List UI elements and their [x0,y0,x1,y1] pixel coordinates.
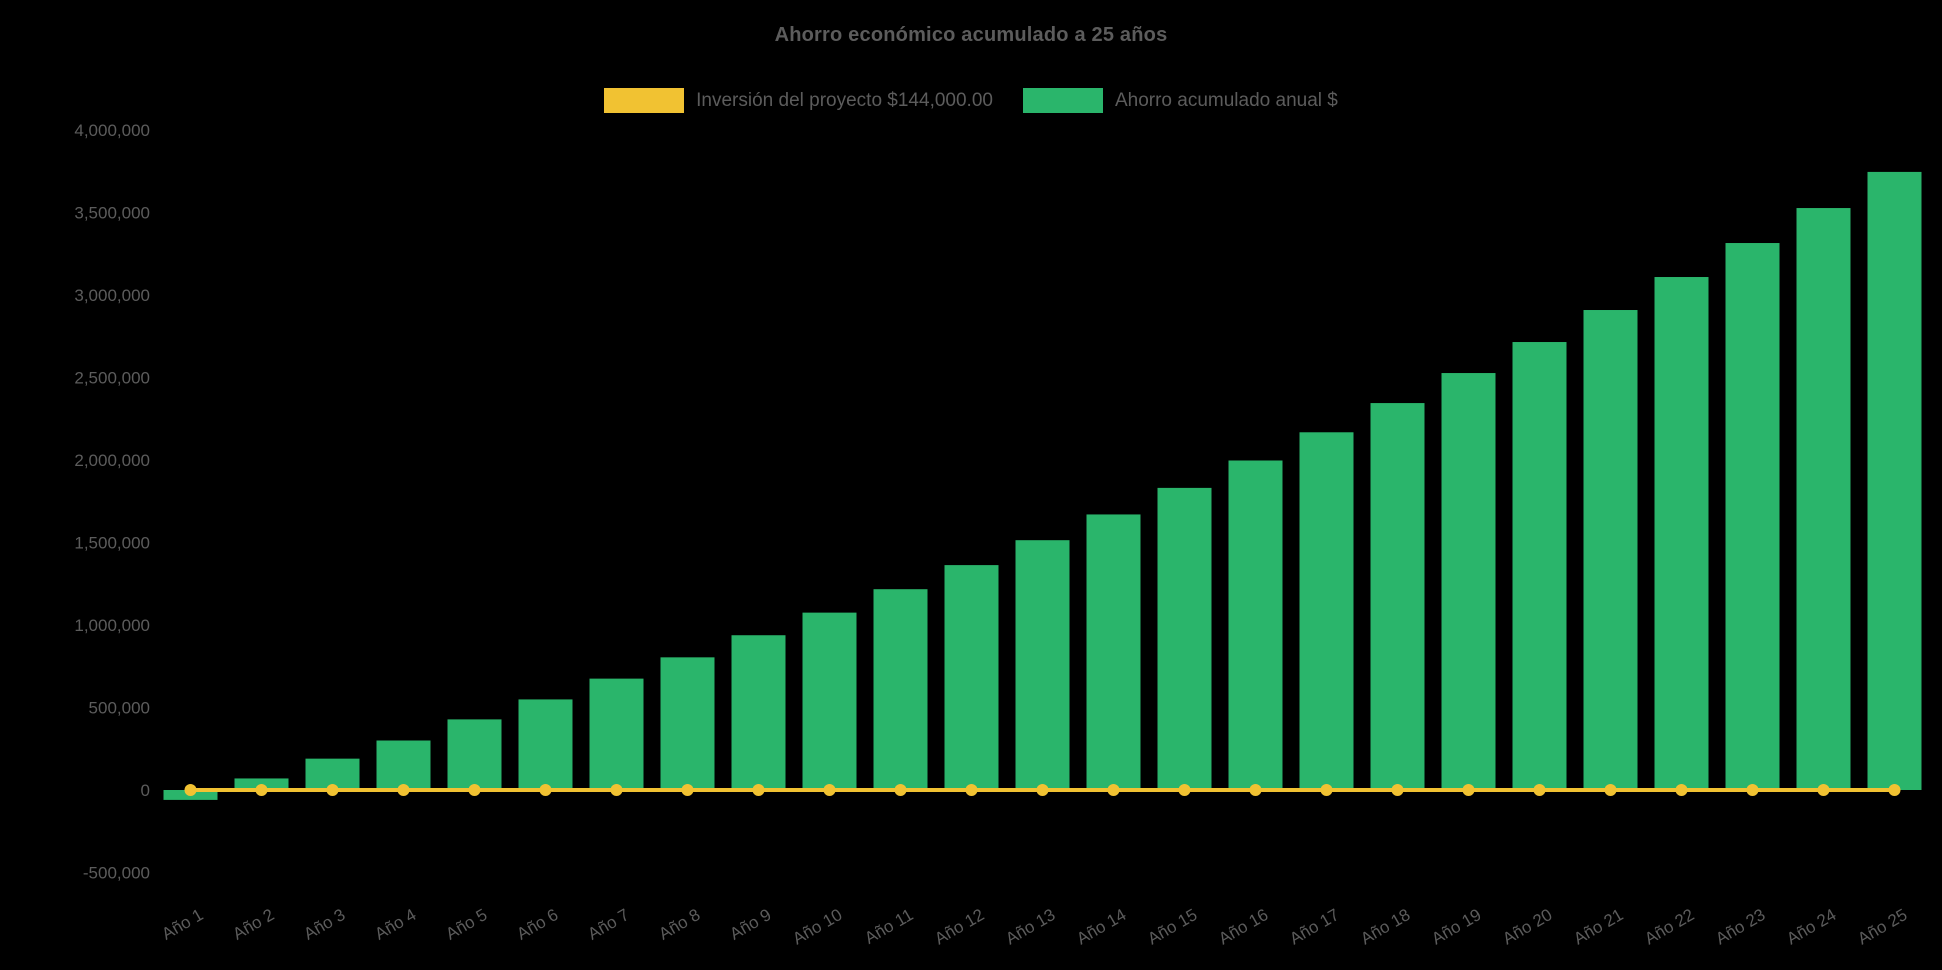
x-tick-label: Año 19 [1428,905,1484,948]
line-point [1462,784,1475,796]
legend-label-investment: Inversión del proyecto $144,000.00 [696,89,993,111]
line-point [1391,784,1404,796]
investment-line-series [184,784,1901,796]
y-tick-label: 2,500,000 [74,369,150,388]
line-point [1036,784,1049,796]
x-tick-label: Año 21 [1570,905,1626,948]
x-tick-label: Año 22 [1641,905,1697,948]
y-tick-label: 2,000,000 [74,451,150,470]
bar-año-5 [447,719,502,790]
line-point [326,784,339,796]
chart-legend: Inversión del proyecto $144,000.00 Ahorr… [0,88,1942,113]
x-tick-label: Año 15 [1144,905,1200,948]
x-tick-label: Año 13 [1002,905,1058,948]
x-tick-label: Año 3 [301,905,349,944]
bar-año-16 [1228,460,1283,790]
bar-año-22 [1654,277,1709,790]
legend-item-investment[interactable]: Inversión del proyecto $144,000.00 [604,88,993,113]
x-tick-label: Año 7 [585,905,633,944]
line-point [681,784,694,796]
x-tick-label: Año 4 [372,905,420,944]
line-point [1817,784,1830,796]
x-axis-labels: Año 1 Año 2 Año 3 Año 4 Año 5 Año 6 Año 7 Año 8… [159,905,1911,948]
bar-año-21 [1583,310,1638,790]
line-point [397,784,410,796]
y-tick-label: 3,000,000 [74,286,150,305]
line-point [1533,784,1546,796]
legend-label-savings: Ahorro acumulado anual $ [1114,89,1338,111]
x-tick-label: Año 17 [1286,905,1342,948]
x-tick-label: Año 11 [861,905,916,948]
bar-año-13 [1015,540,1070,790]
bar-año-12 [944,565,999,790]
y-tick-label: 1,000,000 [74,616,150,635]
x-tick-label: Año 24 [1783,905,1839,948]
bar-año-9 [731,635,786,790]
x-tick-label: Año 14 [1073,905,1129,948]
x-tick-label: Año 1 [159,905,207,944]
y-tick-label: 4,000,000 [74,121,150,140]
bar-año-6 [518,699,573,790]
bar-año-14 [1086,514,1141,790]
line-point [752,784,765,796]
x-tick-label: Año 10 [789,905,845,948]
x-tick-label: Año 23 [1712,905,1768,948]
bar-año-19 [1441,373,1496,790]
bar-año-23 [1725,243,1780,790]
legend-swatch-savings [1022,88,1103,113]
line-point [468,784,481,796]
x-tick-label: Año 16 [1215,905,1271,948]
y-tick-label: 0 [141,781,150,800]
line-point [539,784,552,796]
bar-año-4 [376,740,431,790]
line-point [1675,784,1688,796]
line-point [965,784,978,796]
bars-series [163,171,1922,800]
line-point [823,784,836,796]
line-point [1178,784,1191,796]
line-point [255,784,268,796]
legend-swatch-investment [604,88,685,113]
y-tick-label: 1,500,000 [74,534,150,553]
line-point [1320,784,1333,796]
line-point [610,784,623,796]
y-tick-label: 3,500,000 [74,204,150,223]
legend-item-savings[interactable]: Ahorro acumulado anual $ [1022,88,1338,113]
bar-año-24 [1796,208,1851,791]
bar-año-25 [1867,171,1922,790]
bar-año-7 [589,678,644,790]
chart-title: Ahorro económico acumulado a 25 años [774,24,1168,46]
bar-año-8 [660,657,715,790]
y-tick-label: 500,000 [89,699,150,718]
x-tick-label: Año 20 [1499,905,1555,948]
line-point [894,784,907,796]
line-point [1249,784,1262,796]
bar-año-20 [1512,342,1567,790]
bar-año-11 [873,589,928,790]
x-tick-label: Año 9 [727,905,775,944]
y-axis-labels: -500,000 0 500,000 1,000,000 1,500,000 2,000,… [74,121,150,883]
bar-año-17 [1299,432,1354,790]
x-tick-label: Año 18 [1357,905,1413,948]
x-tick-label: Año 8 [656,905,704,944]
line-point [184,784,197,796]
line-point [1888,784,1901,796]
line-point [1604,784,1617,796]
x-tick-label: Año 2 [230,905,278,944]
bar-año-15 [1157,487,1212,790]
bar-año-10 [802,612,857,790]
x-tick-label: Año 6 [514,905,562,944]
line-point [1746,784,1759,796]
x-tick-label: Año 12 [931,905,987,948]
x-tick-label: Año 25 [1854,905,1910,948]
line-point [1107,784,1120,796]
x-tick-label: Año 5 [443,905,491,944]
bar-año-18 [1370,403,1425,790]
y-tick-label: -500,000 [83,864,150,883]
